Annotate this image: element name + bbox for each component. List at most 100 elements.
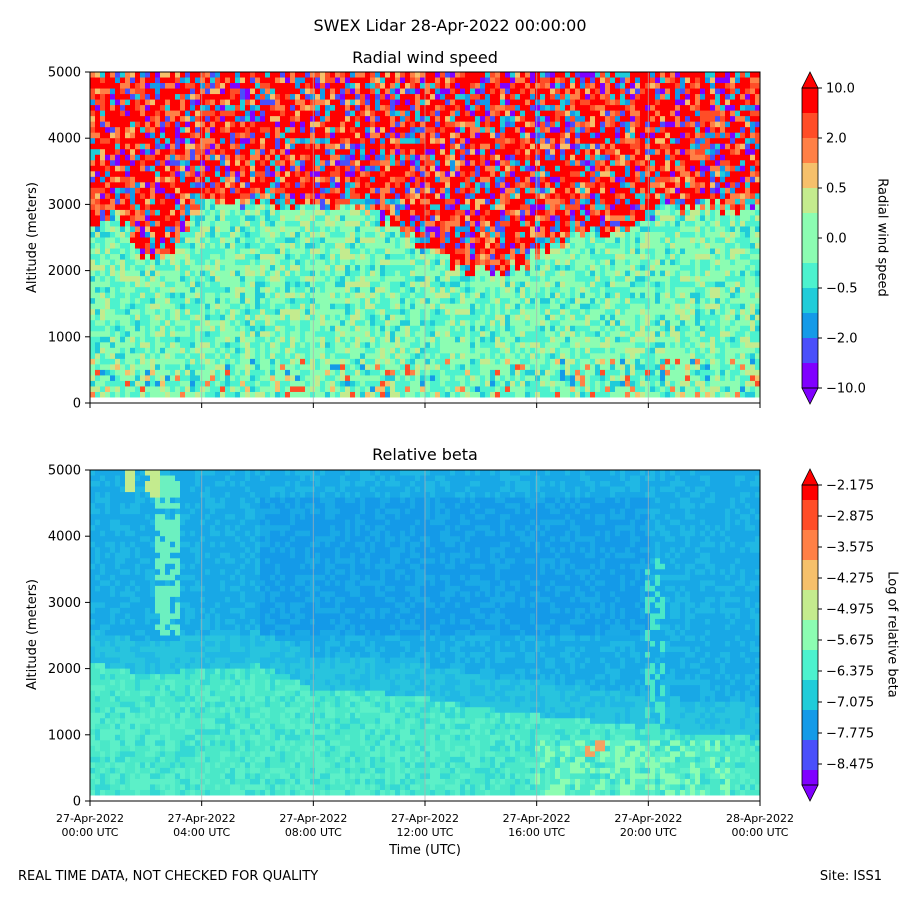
panel1-cell: [145, 397, 151, 403]
panel1-cell: [385, 176, 391, 183]
panel1-cell: [395, 358, 401, 365]
panel1-cell: [265, 83, 271, 90]
panel1-cell: [325, 325, 331, 332]
panel1-cell: [340, 94, 346, 101]
panel1-cell: [150, 99, 156, 106]
panel1-cell: [315, 99, 321, 106]
panel1-cell: [315, 336, 321, 343]
panel1-cell: [430, 320, 436, 327]
panel1-cell: [175, 287, 181, 294]
panel1-cell: [310, 160, 316, 167]
panel1-cell: [380, 127, 386, 134]
panel1-cell: [330, 204, 336, 211]
panel1-cell: [480, 358, 486, 365]
panel1-cell: [390, 143, 396, 150]
panel1-cell: [440, 287, 446, 294]
panel1-cell: [500, 369, 506, 377]
panel1-cell: [430, 231, 436, 239]
panel1-cell: [385, 276, 391, 283]
panel1-cell: [405, 121, 411, 128]
panel1-cell: [430, 281, 436, 288]
panel1-cell: [490, 353, 496, 360]
panel1-cell: [460, 259, 466, 266]
panel1-cell: [315, 121, 321, 128]
panel1-cell: [490, 320, 496, 327]
panel1-cell: [320, 397, 326, 403]
panel1-cell: [115, 314, 121, 321]
panel1-cell: [170, 77, 176, 84]
panel1-cell: [320, 72, 326, 79]
panel1-cell: [500, 193, 506, 200]
panel1-cell: [395, 237, 401, 244]
panel1-cell: [230, 193, 236, 200]
panel1-cell: [425, 143, 431, 150]
panel1-cell: [205, 342, 211, 349]
panel1-cell: [300, 336, 306, 343]
panel1-cell: [90, 193, 96, 200]
panel1-cell: [190, 248, 196, 255]
panel1-cell: [325, 386, 331, 393]
panel1-cell: [145, 215, 151, 222]
panel1-cell: [100, 314, 106, 321]
panel1-cell: [485, 325, 491, 332]
panel1-cell: [145, 149, 151, 156]
panel1-cell: [405, 220, 411, 228]
panel1-cell: [210, 215, 216, 222]
panel1-cell: [235, 314, 241, 321]
panel1-cell: [120, 342, 126, 349]
panel1-cell: [135, 160, 141, 167]
panel1-cell: [255, 320, 261, 327]
panel1-cell: [135, 226, 141, 233]
panel1-cell: [190, 342, 196, 349]
panel1-cell: [205, 83, 211, 90]
panel1-cell: [445, 127, 451, 134]
panel1-cell: [210, 386, 216, 393]
panel1-cell: [425, 187, 431, 194]
panel1-cell: [280, 110, 286, 117]
panel1-cell: [355, 138, 361, 145]
panel1-cell: [225, 149, 231, 156]
panel1-cell: [330, 292, 336, 299]
panel1-cell: [175, 187, 181, 194]
panel1-cell: [380, 198, 386, 205]
panel1-cell: [430, 270, 436, 277]
panel1-cell: [345, 353, 351, 360]
panel1-cell: [445, 154, 451, 161]
panel1-cell: [380, 380, 386, 388]
panel1-cell: [115, 165, 121, 172]
panel1-cell: [440, 380, 446, 388]
panel1-cell: [200, 88, 206, 95]
panel1-cell: [315, 204, 321, 211]
panel1-cell: [200, 237, 206, 244]
panel1-cell: [230, 248, 236, 255]
panel1-cell: [345, 292, 351, 299]
panel1-cell: [190, 353, 196, 360]
panel1-cell: [430, 209, 436, 217]
panel1-cell: [235, 105, 241, 112]
panel1-cell: [225, 265, 231, 272]
panel1-cell: [430, 298, 436, 305]
panel1-cell: [405, 320, 411, 327]
panel1-cell: [215, 72, 221, 79]
panel1-cell: [310, 358, 316, 365]
panel1-cell: [215, 176, 221, 183]
panel1-cell: [435, 375, 441, 382]
panel1-cell: [115, 143, 121, 150]
panel1-cell: [100, 110, 106, 117]
panel1-cell: [420, 309, 426, 316]
panel1-cell: [490, 220, 496, 228]
panel1-cell: [160, 154, 166, 161]
panel1-cell: [445, 353, 451, 360]
panel1-cell: [370, 270, 376, 277]
panel1-cell: [135, 375, 141, 382]
panel1-cell: [160, 105, 166, 112]
panel1-cell: [415, 243, 421, 250]
panel1-cell: [315, 254, 321, 261]
panel1-cell: [245, 77, 251, 84]
panel1-cell: [235, 336, 241, 343]
panel1-cell: [310, 193, 316, 200]
panel1-cell: [330, 237, 336, 244]
panel1-cell: [325, 138, 331, 145]
panel1-cell: [455, 209, 461, 217]
panel1-cell: [315, 248, 321, 255]
